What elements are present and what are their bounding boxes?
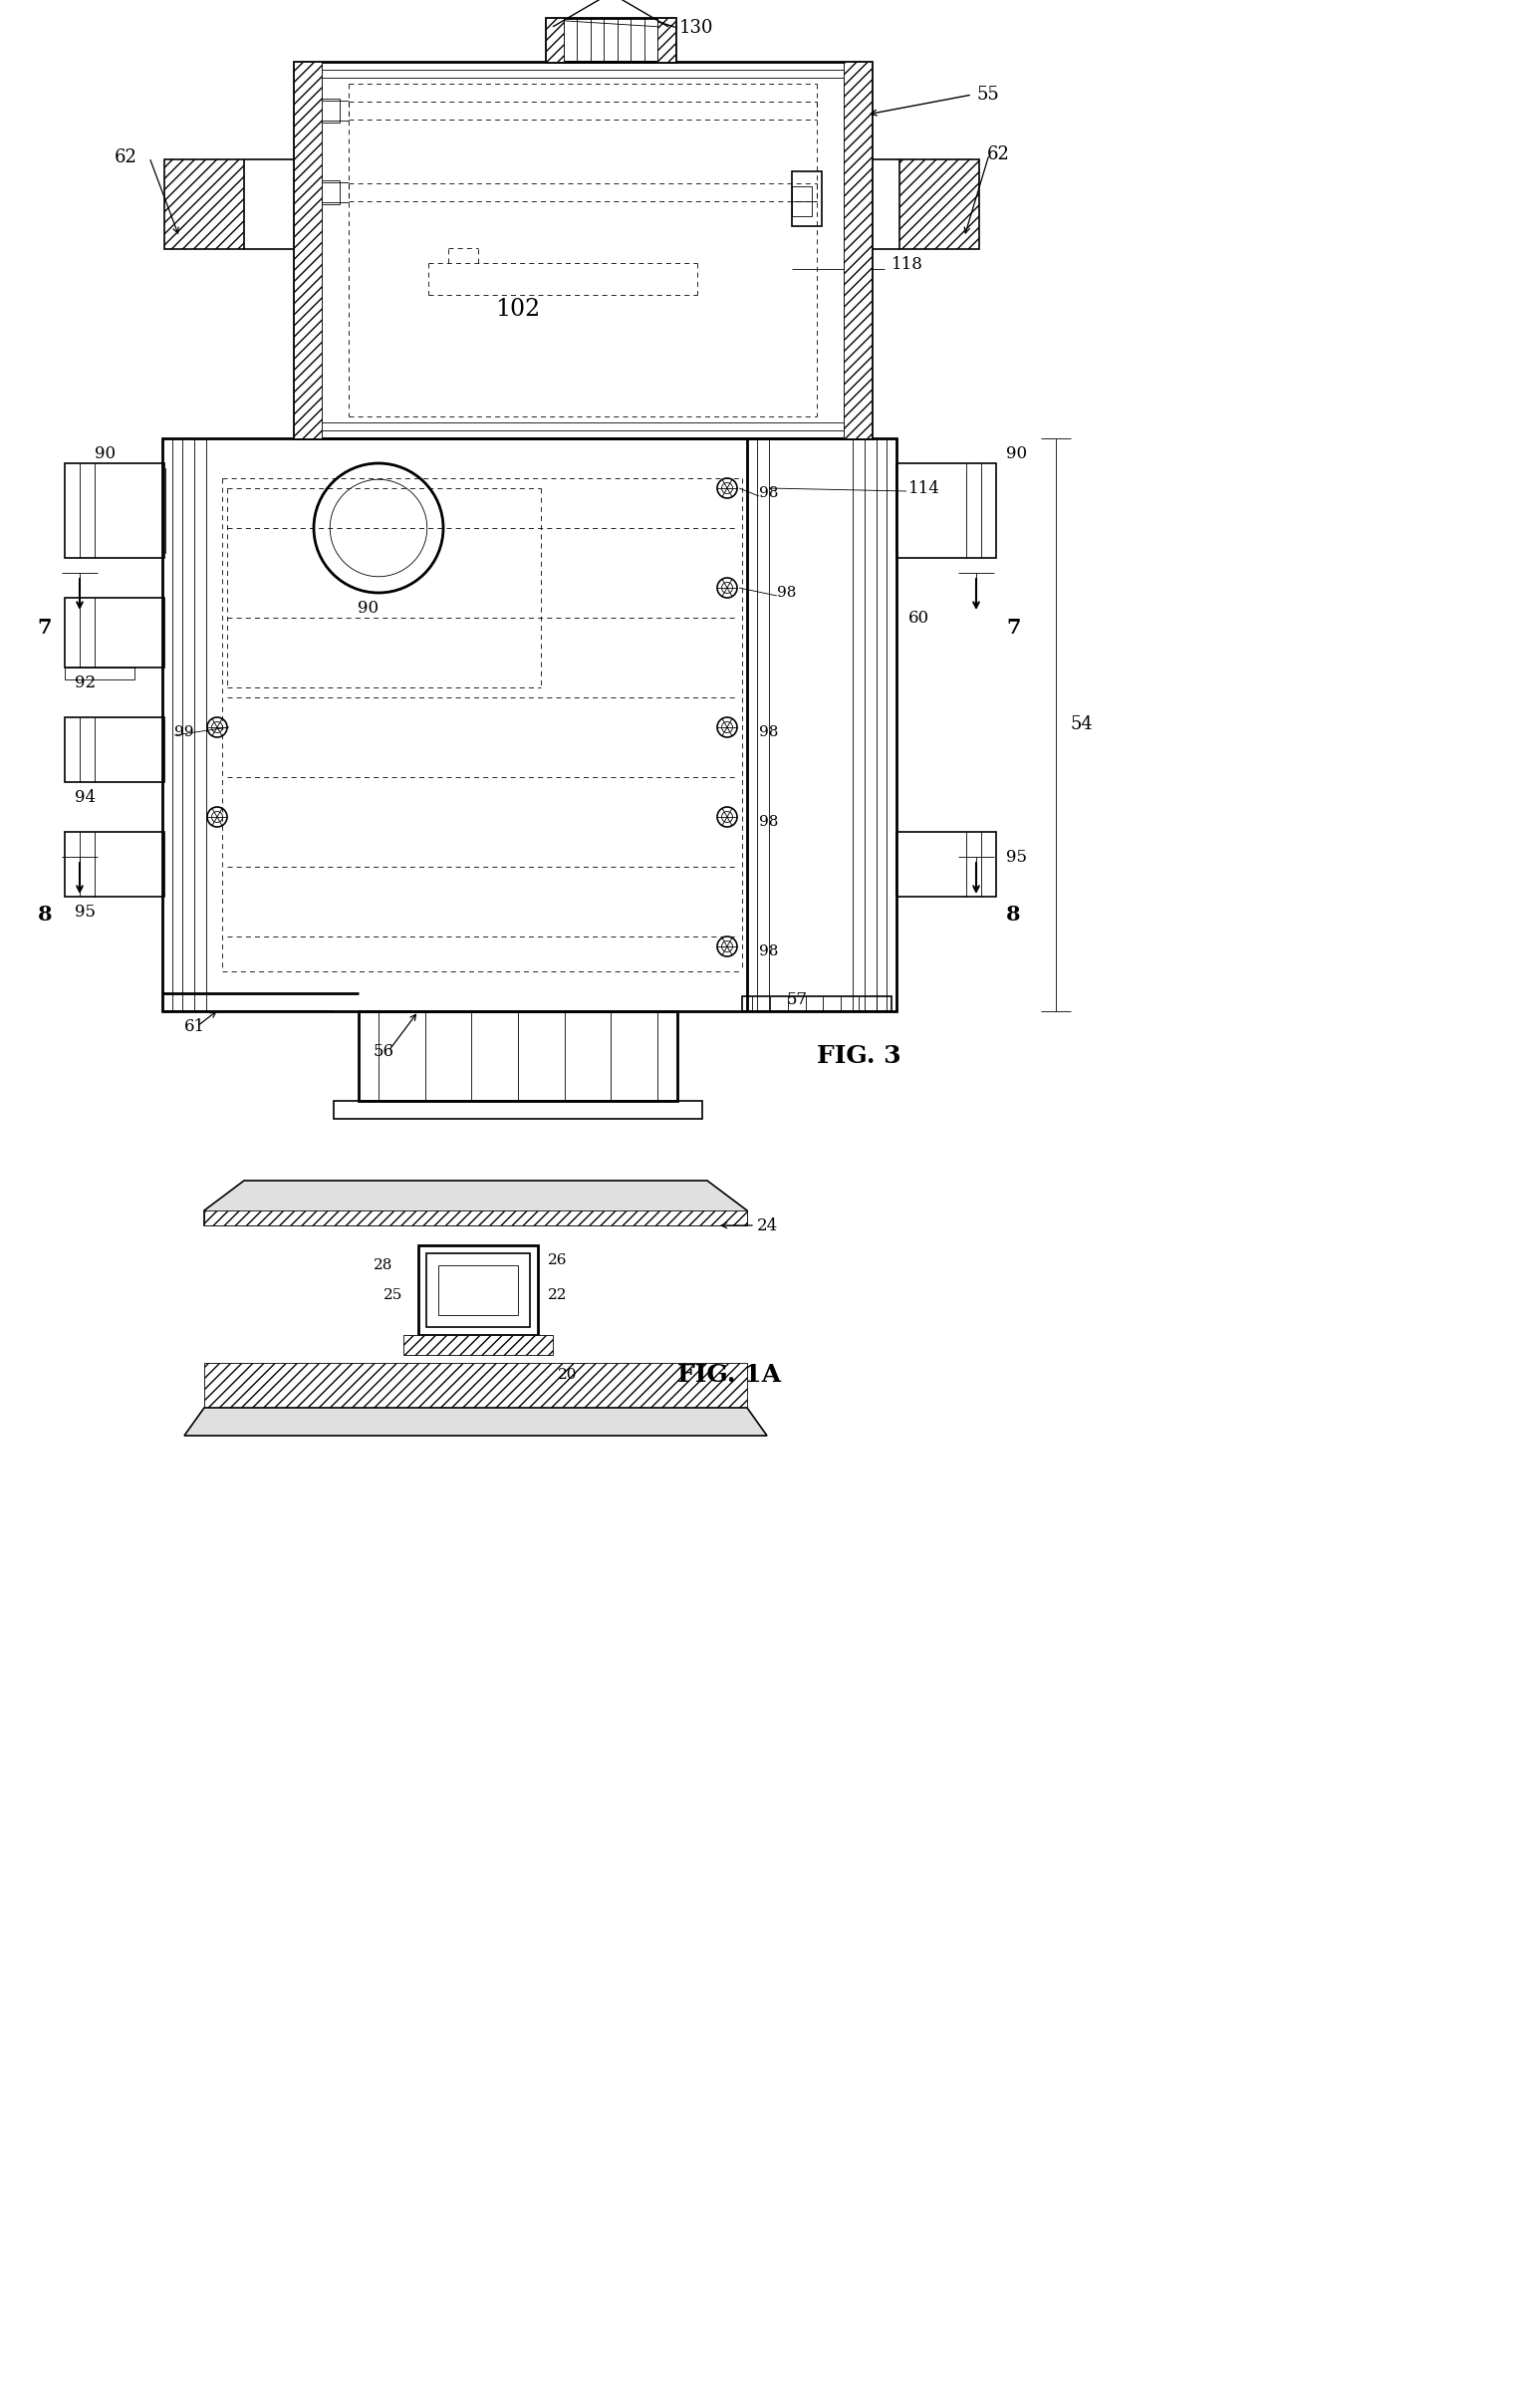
Bar bbox=[897, 831, 996, 896]
Text: 56: 56 bbox=[373, 1043, 395, 1060]
Bar bbox=[843, 63, 872, 438]
Text: FIG. 3: FIG. 3 bbox=[817, 1045, 901, 1069]
Text: 98: 98 bbox=[759, 944, 779, 958]
Bar bbox=[321, 99, 340, 123]
Bar bbox=[404, 1334, 552, 1356]
Text: 60: 60 bbox=[909, 609, 930, 626]
Text: 118: 118 bbox=[892, 255, 923, 272]
Bar bbox=[64, 597, 164, 667]
Bar bbox=[900, 159, 979, 248]
Text: 8: 8 bbox=[38, 905, 52, 925]
Text: 102: 102 bbox=[496, 299, 540, 320]
Text: 90: 90 bbox=[1007, 445, 1027, 462]
Text: 22: 22 bbox=[548, 1288, 568, 1303]
Text: 26: 26 bbox=[548, 1252, 568, 1267]
Polygon shape bbox=[203, 1180, 747, 1226]
Bar bbox=[358, 1011, 678, 1100]
Bar bbox=[294, 63, 321, 438]
Bar bbox=[64, 718, 164, 783]
Bar bbox=[294, 63, 872, 438]
Bar bbox=[658, 17, 675, 63]
Bar bbox=[546, 17, 675, 63]
Text: 54: 54 bbox=[1071, 715, 1094, 734]
Bar bbox=[418, 1245, 539, 1334]
Text: 98: 98 bbox=[759, 725, 779, 739]
Bar bbox=[438, 1264, 519, 1315]
Text: 61: 61 bbox=[184, 1019, 205, 1035]
Bar bbox=[64, 831, 164, 896]
Text: 90: 90 bbox=[95, 445, 116, 462]
Bar bbox=[162, 438, 897, 1011]
Text: 99: 99 bbox=[174, 725, 194, 739]
Bar bbox=[793, 171, 822, 226]
Text: 62: 62 bbox=[987, 144, 1010, 164]
Text: 94: 94 bbox=[75, 787, 96, 807]
Bar bbox=[64, 667, 135, 679]
Text: 55: 55 bbox=[976, 87, 999, 104]
Text: 92: 92 bbox=[75, 674, 96, 691]
Text: 95: 95 bbox=[1007, 848, 1027, 864]
Text: 24: 24 bbox=[757, 1216, 779, 1233]
Text: 7: 7 bbox=[38, 619, 52, 638]
Text: 98: 98 bbox=[759, 486, 779, 501]
Bar bbox=[321, 181, 340, 205]
Text: 62: 62 bbox=[115, 149, 138, 166]
Polygon shape bbox=[184, 1409, 767, 1435]
Text: 20: 20 bbox=[558, 1368, 577, 1382]
Text: 25: 25 bbox=[384, 1288, 402, 1303]
Bar bbox=[203, 1211, 747, 1226]
Bar bbox=[203, 1363, 747, 1409]
Text: FIG. 1A: FIG. 1A bbox=[678, 1363, 780, 1387]
Text: 90: 90 bbox=[358, 600, 379, 616]
Text: 95: 95 bbox=[75, 903, 95, 920]
Bar bbox=[334, 1100, 702, 1120]
Text: 114: 114 bbox=[909, 479, 941, 496]
Text: 130: 130 bbox=[679, 19, 713, 36]
Bar bbox=[64, 462, 164, 559]
Text: 28: 28 bbox=[373, 1259, 393, 1271]
Bar bbox=[793, 185, 812, 217]
Bar bbox=[546, 17, 563, 63]
Bar bbox=[427, 1252, 529, 1327]
Bar bbox=[897, 462, 996, 559]
Bar bbox=[742, 997, 892, 1011]
Text: 98: 98 bbox=[759, 814, 779, 828]
Bar bbox=[164, 159, 245, 248]
Text: 57: 57 bbox=[786, 990, 808, 1007]
Text: 98: 98 bbox=[777, 585, 796, 600]
Text: 8: 8 bbox=[1007, 905, 1021, 925]
Text: 7: 7 bbox=[1007, 619, 1021, 638]
